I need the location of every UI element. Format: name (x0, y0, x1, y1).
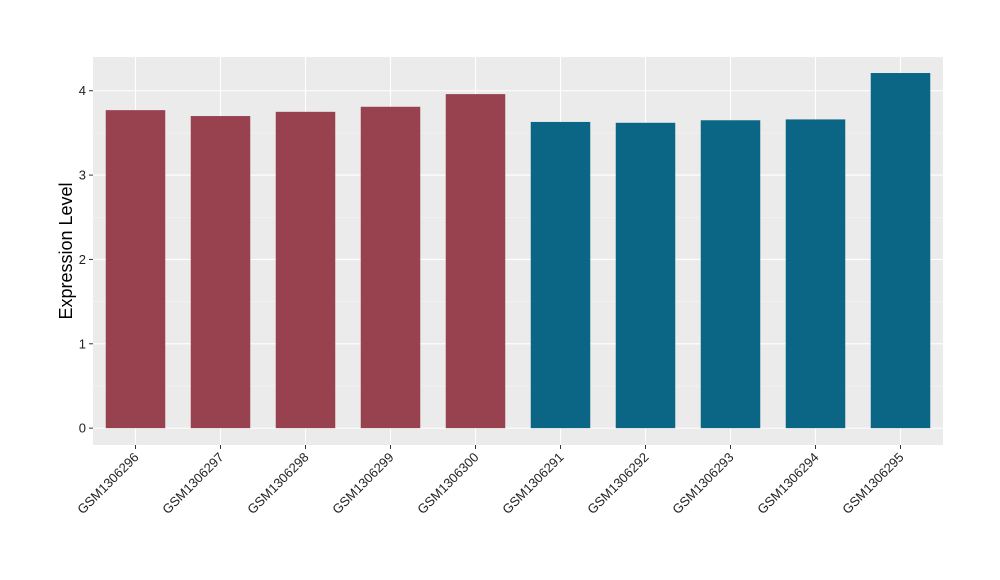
bar-GSM1306292 (615, 122, 676, 429)
bar-GSM1306295 (870, 73, 931, 429)
bars (105, 73, 931, 429)
x-axis: GSM1306296 GSM1306297 GSM1306298 GSM1306299… (74, 445, 907, 517)
bar-GSM1306294 (785, 119, 846, 429)
bar-GSM1306299 (360, 106, 421, 429)
bar-GSM1306291 (530, 121, 591, 429)
y-axis: 0 1 2 3 4 (79, 83, 93, 436)
y-tick-label: 4 (79, 83, 86, 98)
x-tick-label: GSM1306297 (159, 450, 226, 517)
bar-GSM1306300 (445, 94, 506, 429)
x-tick-label: GSM1306292 (584, 450, 651, 517)
x-tick-label: GSM1306300 (414, 450, 481, 517)
x-tick-label: GSM1306299 (329, 450, 396, 517)
x-tick-label: GSM1306298 (244, 450, 311, 517)
bar-GSM1306297 (190, 116, 251, 429)
y-tick-label: 1 (79, 336, 86, 351)
x-tick-label: GSM1306291 (499, 450, 566, 517)
y-axis-title: Expression Level (56, 182, 76, 319)
bar-GSM1306296 (105, 110, 166, 429)
y-tick-label: 2 (79, 252, 86, 267)
x-tick-label: GSM1306293 (669, 450, 736, 517)
y-tick-label: 3 (79, 168, 86, 183)
x-tick-label: GSM1306294 (754, 450, 821, 517)
bar-GSM1306298 (275, 111, 336, 429)
bar-GSM1306293 (700, 120, 761, 429)
y-tick-label: 0 (79, 421, 86, 436)
x-tick-label: GSM1306295 (839, 450, 906, 517)
x-tick-label: GSM1306296 (74, 450, 141, 517)
